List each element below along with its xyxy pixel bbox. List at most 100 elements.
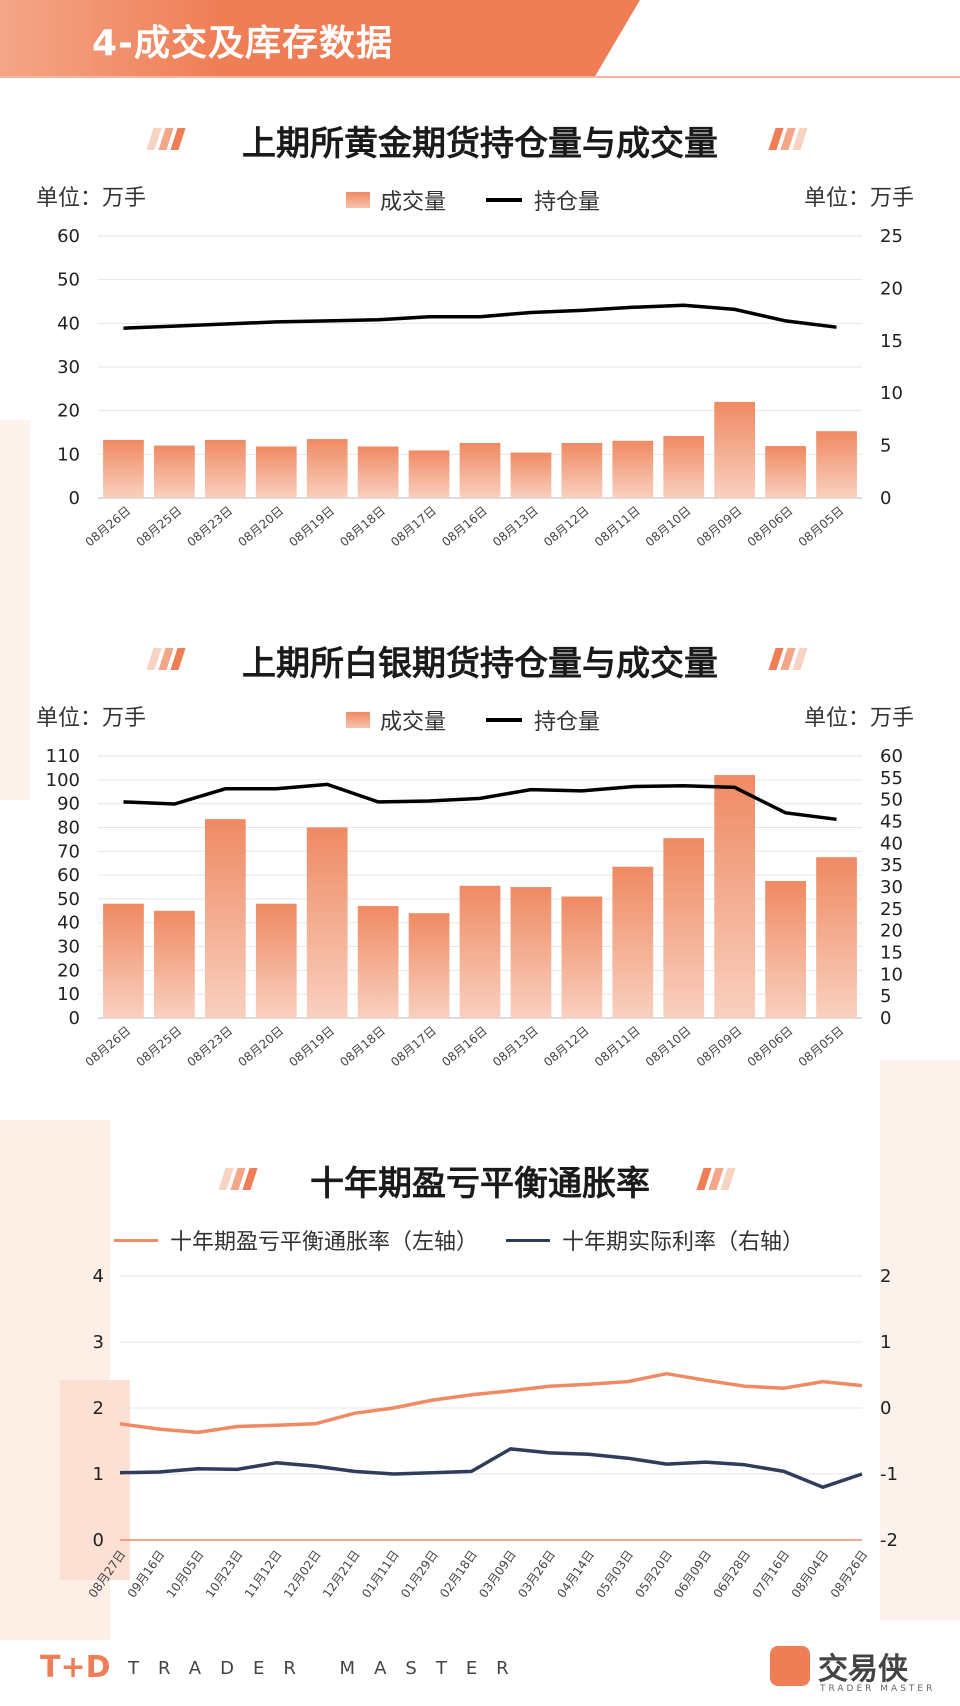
y2-tick-label: 20 — [880, 278, 903, 299]
y-tick-label: 90 — [57, 794, 80, 815]
y2-tick-label: 45 — [880, 812, 903, 833]
page-title: 4-成交及库存数据 — [92, 23, 393, 64]
legend-swatch-real-rate — [506, 1238, 551, 1242]
series-line-position — [123, 782, 837, 822]
x-tick-label: 08月17日 — [388, 504, 439, 550]
x-tick-label: 08月06日 — [745, 504, 796, 550]
silver-unit-left: 单位：万手 — [36, 706, 147, 731]
y-tick-label: 30 — [57, 357, 80, 378]
header-band — [0, 0, 640, 76]
x-tick-label: 10月05日 — [164, 1548, 207, 1601]
x-tick-label: 11月12日 — [242, 1548, 285, 1601]
bg-block-right — [880, 1060, 960, 1620]
x-tick-label: 04月14日 — [554, 1548, 597, 1601]
x-tick-label: 08月11日 — [592, 504, 643, 550]
series-line-breakeven — [119, 1371, 863, 1435]
x-tick-label: 03月26日 — [515, 1548, 558, 1601]
y-tick-label: 80 — [57, 817, 80, 838]
bar — [204, 439, 246, 498]
y-tick-label: 50 — [57, 889, 80, 910]
y-tick-label: 0 — [69, 488, 80, 509]
bg-block-left-3 — [0, 420, 30, 800]
y2-tick-label: 35 — [880, 855, 903, 876]
y2-tick-label: 10 — [880, 964, 903, 985]
y-tick-label: 40 — [57, 313, 80, 334]
page-header: 4-成交及库存数据 — [0, 0, 960, 78]
bar — [714, 775, 756, 1018]
y2-tick-label: 15 — [880, 331, 903, 352]
bar — [103, 439, 144, 498]
x-tick-label: 01月29日 — [398, 1548, 441, 1601]
x-tick-label: 03月09日 — [476, 1548, 519, 1601]
x-tick-label: 08月12日 — [541, 1024, 592, 1070]
x-tick-label: 08月19日 — [286, 504, 337, 550]
x-tick-label: 05月20日 — [632, 1548, 675, 1601]
bar — [306, 827, 348, 1018]
x-tick-label: 01月11日 — [359, 1548, 402, 1601]
y-tick-label: 20 — [57, 401, 80, 422]
x-tick-label: 08月10日 — [643, 1024, 694, 1070]
legend-label-position-2: 持仓量 — [534, 710, 601, 735]
y2-tick-label: 5 — [880, 436, 891, 457]
bar — [510, 452, 552, 498]
legend-swatch-volume-2 — [346, 712, 370, 728]
title-deco-right — [768, 128, 808, 154]
bar — [154, 445, 195, 498]
bar — [459, 442, 501, 498]
bar — [357, 906, 399, 1018]
bar — [408, 450, 450, 498]
x-tick-label: 08月18日 — [337, 504, 388, 550]
bar — [306, 439, 348, 498]
gold-unit-left: 单位：万手 — [36, 186, 147, 211]
y-tick-label: 50 — [57, 270, 80, 291]
logo-subtext: TRADER MASTER — [820, 1684, 936, 1694]
bar — [255, 903, 297, 1018]
legend-label-position: 持仓量 — [534, 190, 601, 215]
x-tick-label: 08月11日 — [592, 1024, 643, 1070]
x-tick-label: 08月20日 — [235, 504, 286, 550]
y-tick-label: 60 — [57, 865, 80, 886]
y-tick-label: 60 — [57, 226, 80, 247]
y-tick-label: 0 — [93, 1530, 104, 1551]
y-tick-label: 2 — [93, 1398, 104, 1419]
x-tick-label: 06月09日 — [671, 1548, 714, 1601]
x-tick-label: 08月16日 — [439, 1024, 490, 1070]
x-tick-label: 08月19日 — [286, 1024, 337, 1070]
bar — [204, 819, 246, 1018]
x-tick-label: 07月16日 — [750, 1548, 793, 1601]
bar — [357, 446, 399, 498]
title-deco-right-3 — [696, 1168, 736, 1194]
y2-tick-label: 25 — [880, 899, 903, 920]
legend-swatch-volume — [346, 192, 370, 208]
y-tick-label: 40 — [57, 913, 80, 934]
gold-chart: 0 10 20 30 40 50 60 0 5 10 15 20 25 08月26日 08月25日 08月23… — [57, 226, 903, 550]
y-tick-label: 1 — [93, 1464, 104, 1485]
bar — [255, 446, 297, 498]
bg-block-left-2 — [60, 1380, 130, 1580]
x-tick-label: 12月02日 — [281, 1548, 324, 1601]
bar — [714, 401, 756, 498]
x-tick-label: 02月18日 — [437, 1548, 480, 1601]
y2-tick-label: -1 — [880, 1464, 898, 1485]
y2-tick-label: 60 — [880, 746, 903, 767]
y2-tick-label: 55 — [880, 768, 903, 789]
silver-unit-right: 单位：万手 — [804, 706, 915, 731]
x-tick-label: 08月18日 — [337, 1024, 388, 1070]
breakeven-chart-title: 十年期盈亏平衡通胀率 — [310, 1164, 650, 1204]
y-tick-label: 110 — [46, 746, 80, 767]
gold-legend: 成交量 持仓量 — [346, 184, 600, 216]
y-tick-label: 0 — [69, 1008, 80, 1029]
y-tick-label: 4 — [93, 1266, 104, 1287]
legend-swatch-breakeven — [114, 1238, 158, 1242]
bar — [561, 442, 603, 498]
bar — [154, 910, 195, 1018]
x-tick-label: 06月28日 — [711, 1548, 754, 1601]
y2-tick-label: 2 — [880, 1266, 891, 1287]
bar — [663, 435, 705, 498]
bar — [459, 885, 501, 1018]
bar — [510, 887, 552, 1018]
y2-tick-label: 20 — [880, 921, 903, 942]
x-tick-label: 08月23日 — [184, 1024, 235, 1070]
legend-label-real-rate: 十年期实际利率（右轴） — [562, 1230, 805, 1255]
